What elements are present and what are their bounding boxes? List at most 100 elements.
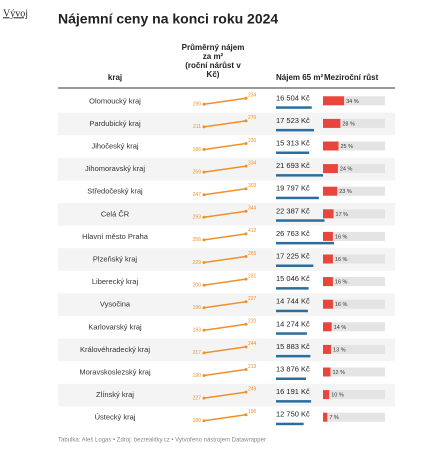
spark-from: 196 (193, 305, 202, 311)
spark-end (244, 209, 248, 213)
region: Zlínský kraj (96, 390, 134, 399)
rent: 14 274 Kč (276, 319, 310, 328)
growth-label: 24 % (340, 167, 353, 173)
sparkline (203, 278, 247, 286)
spark-start (202, 261, 206, 264)
spark-start (202, 374, 206, 377)
sparkline (203, 142, 247, 151)
rent-bar (276, 128, 314, 132)
sparkline (203, 391, 247, 399)
region: Královéhradecký kraj (80, 345, 150, 354)
growth-label: 25 % (341, 144, 354, 150)
spark-end (244, 277, 248, 281)
spark-from: 356 (193, 237, 202, 243)
spark-from: 211 (193, 124, 201, 130)
header: Meziroční růst (324, 73, 379, 82)
sparkline (203, 120, 247, 128)
region: Hlavní město Praha (82, 232, 149, 241)
growth-bar (323, 322, 332, 332)
spark-from: 269 (193, 169, 202, 175)
spark-start (202, 215, 206, 219)
rent: 17 225 Kč (276, 251, 310, 260)
rent-bar (276, 377, 307, 380)
spark-from: 190 (193, 373, 202, 379)
growth-track (323, 367, 385, 377)
spark-end (244, 413, 248, 417)
growth-label: 12 % (332, 370, 345, 376)
spark-to: 230 (248, 138, 257, 144)
spark-start (202, 396, 206, 400)
spark-to: 344 (248, 206, 257, 212)
sparkline (203, 97, 247, 106)
rent-bar (276, 309, 308, 313)
growth-track (323, 390, 385, 400)
spark-from: 293 (193, 215, 202, 221)
growth-bar (323, 164, 338, 174)
spark-to: 265 (248, 251, 257, 257)
spark-end (244, 119, 248, 123)
growth-label: 14 % (334, 325, 347, 331)
header: Průměrný nájem za m² (roční nárůst v Kč) (182, 43, 245, 79)
growth-bar (323, 254, 333, 264)
region: Plzeňský kraj (93, 254, 138, 263)
growth-label: 16 % (335, 234, 348, 240)
rent-bar (276, 422, 304, 426)
sparkline (203, 368, 247, 377)
rent-bar (276, 264, 314, 267)
region: Středočeský kraj (87, 187, 143, 196)
spark-end (244, 255, 248, 258)
spark-to: 213 (248, 364, 257, 370)
sparkline (203, 165, 247, 173)
region: Liberecký kraj (92, 277, 139, 286)
spark-from: 180 (193, 418, 202, 424)
spark-to: 412 (248, 228, 257, 234)
sparkline (203, 210, 247, 219)
growth-bar (323, 299, 333, 309)
growth-track (323, 209, 385, 219)
growth-label: 28 % (342, 121, 355, 127)
spark-to: 234 (248, 93, 257, 99)
spark-end (244, 96, 248, 100)
growth-track (323, 164, 385, 174)
spark-to: 249 (248, 386, 257, 392)
region: Olomoucký kraj (89, 96, 141, 105)
spark-from: 227 (193, 395, 202, 401)
region: Pardubický kraj (89, 119, 141, 128)
rent: 22 387 Kč (276, 206, 310, 215)
spark-start (202, 283, 206, 287)
growth-track (323, 231, 385, 241)
growth-track (323, 254, 385, 264)
rent: 21 693 Kč (276, 161, 310, 170)
growth-label: 16 % (335, 302, 348, 308)
growth-label: 34 % (346, 99, 359, 105)
rent-bar (276, 332, 307, 335)
spark-from: 247 (193, 192, 202, 198)
growth-track (323, 344, 385, 354)
growth-bar (323, 344, 332, 354)
region: Karlovarský kraj (88, 322, 142, 331)
rent: 15 046 Kč (276, 274, 310, 283)
growth-bar (323, 412, 328, 422)
spark-end (244, 232, 248, 236)
rent: 15 313 Kč (276, 138, 310, 147)
growth-track (323, 277, 385, 287)
rent: 14 744 Kč (276, 297, 310, 306)
spark-to: 334 (248, 160, 257, 166)
footer: Tabulka: Aleš Logas • Zdroj: bezrealitky… (58, 438, 266, 444)
rent-bar (276, 241, 334, 245)
rent: 17 523 Kč (276, 116, 310, 125)
sparkline (203, 413, 247, 422)
spark-end (244, 345, 248, 349)
rent-bar (276, 151, 310, 154)
growth-bar (323, 141, 339, 151)
spark-start (202, 193, 206, 197)
header: kraj (108, 73, 122, 82)
rent-bar (276, 106, 312, 109)
rent-bar (276, 354, 311, 358)
spark-start (202, 102, 206, 106)
rent: 16 191 Kč (276, 387, 310, 396)
spark-from: 193 (193, 328, 202, 334)
spark-to: 220 (248, 319, 257, 325)
tab-label: Vývoj (3, 8, 28, 19)
growth-label: 10 % (331, 393, 344, 399)
